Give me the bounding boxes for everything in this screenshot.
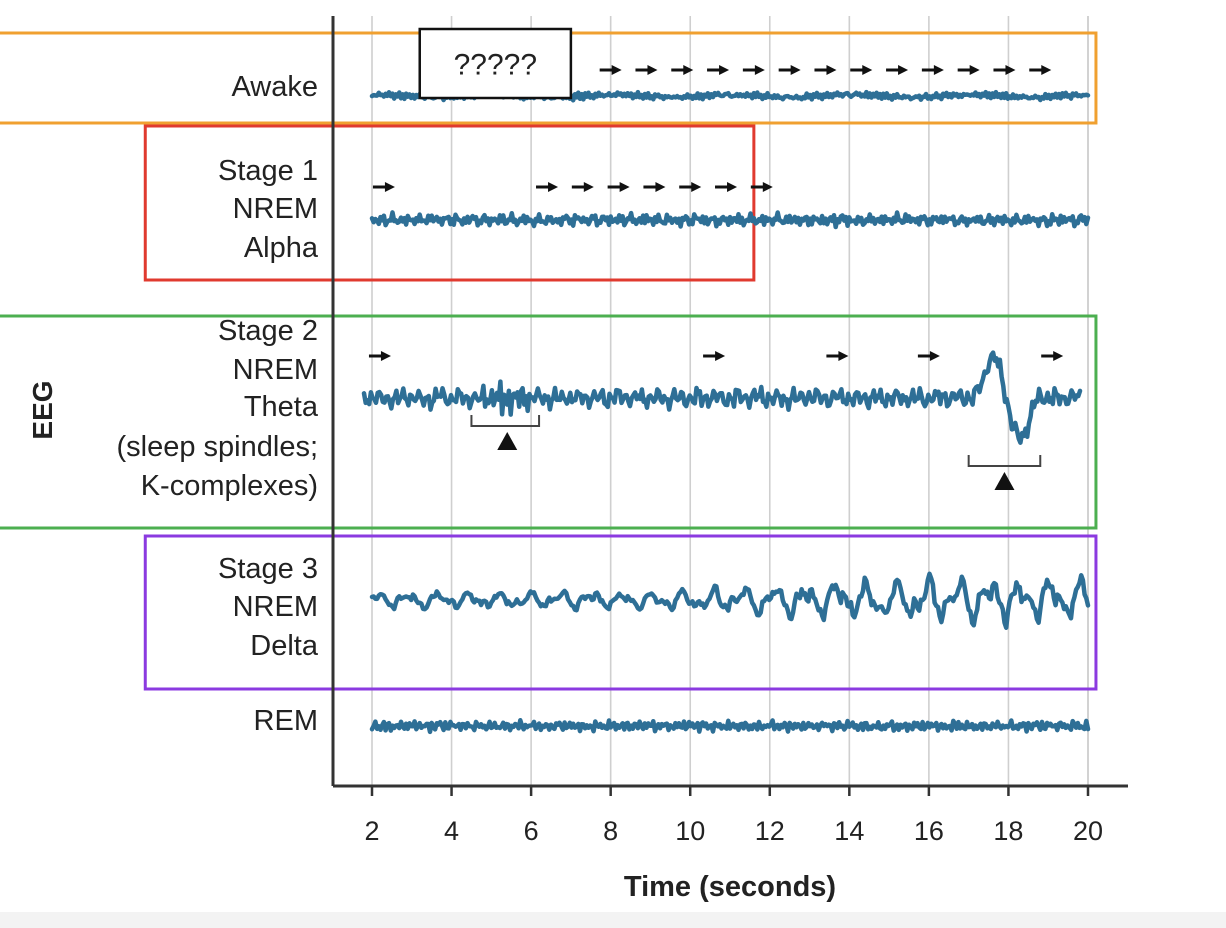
arrow-marker-head xyxy=(683,65,694,75)
x-tick-label: 16 xyxy=(914,816,944,846)
stage1-box xyxy=(143,124,756,282)
arrow-marker-head xyxy=(719,65,730,75)
stage3-label: Stage 3 xyxy=(218,553,318,585)
arrow-marker-head xyxy=(929,351,940,361)
stage3-eeg-trace xyxy=(369,571,1091,630)
arrow-marker-head xyxy=(548,182,559,192)
x-tick-label: 14 xyxy=(834,816,864,846)
arrow-marker-head xyxy=(691,182,702,192)
rem-label: REM xyxy=(254,705,318,737)
stage2-label: K-complexes) xyxy=(141,470,318,502)
axes: EEG Time (seconds) xyxy=(27,16,1128,903)
arrow-marker-head xyxy=(380,351,391,361)
arrow-marker-head xyxy=(583,182,594,192)
arrow-marker-head xyxy=(826,65,837,75)
stage1-eeg-trace xyxy=(369,210,1091,230)
x-tick-label: 2 xyxy=(364,816,379,846)
stage2-label: (sleep spindles; xyxy=(117,431,319,463)
stage3-box xyxy=(143,534,1098,691)
arrow-marker-head xyxy=(933,65,944,75)
x-tick-label: 8 xyxy=(603,816,618,846)
rem-eeg-trace xyxy=(369,717,1091,735)
arrow-marker-head xyxy=(898,65,909,75)
arrow-marker-head xyxy=(754,65,765,75)
stage2-box xyxy=(0,314,1098,530)
x-axis-label: Time (seconds) xyxy=(624,871,836,903)
stage2-label: NREM xyxy=(233,354,318,386)
arrow-marker-head xyxy=(619,182,630,192)
k-complex-bracket xyxy=(967,455,1042,467)
arrow-marker-head xyxy=(969,65,980,75)
x-tick-labels: 2 4 6 8 10 12 14 16 18 20 xyxy=(364,786,1103,846)
stage2-label: Theta xyxy=(244,391,319,423)
stage1-label: NREM xyxy=(233,193,318,225)
arrow-marker-head xyxy=(1041,65,1052,75)
arrow-marker-head xyxy=(790,65,801,75)
stage2-label: Stage 2 xyxy=(218,315,318,347)
x-tick-label: 4 xyxy=(444,816,459,846)
arrow-marker-head xyxy=(727,182,738,192)
arrow-marker-head xyxy=(1053,351,1064,361)
stage1-label: Alpha xyxy=(244,232,319,264)
x-tick-label: 6 xyxy=(524,816,539,846)
arrow-marker-head xyxy=(715,351,726,361)
stage1-label: Stage 1 xyxy=(218,155,318,187)
x-tick-label: 12 xyxy=(755,816,785,846)
arrow-marker-head xyxy=(862,65,873,75)
y-axis-label: EEG xyxy=(27,380,58,439)
arrow-marker-head xyxy=(384,182,395,192)
arrow-marker-head xyxy=(838,351,849,361)
triangle-marker xyxy=(497,432,518,450)
spindle-bracket xyxy=(470,415,541,427)
triangle-marker xyxy=(994,472,1015,490)
awake-label: Awake xyxy=(231,71,318,103)
arrow-marker-head xyxy=(762,182,773,192)
arrow-marker-head xyxy=(611,65,622,75)
arrow-marker-head xyxy=(1005,65,1016,75)
stage2-eeg-trace xyxy=(361,350,1083,445)
callout-box xyxy=(418,27,573,100)
x-tick-label: 18 xyxy=(993,816,1023,846)
stage3-label: NREM xyxy=(233,591,318,623)
annotations: ????? xyxy=(368,27,1064,490)
callout-text: ????? xyxy=(454,49,537,82)
x-tick-label: 20 xyxy=(1073,816,1103,846)
arrow-marker-head xyxy=(647,65,658,75)
stage3-label: Delta xyxy=(250,630,319,662)
stage-labels: Awake Stage 1 NREM Alpha Stage 2 NREM Theta (sl… xyxy=(117,71,319,737)
arrow-marker-head xyxy=(655,182,666,192)
x-tick-label: 10 xyxy=(675,816,705,846)
